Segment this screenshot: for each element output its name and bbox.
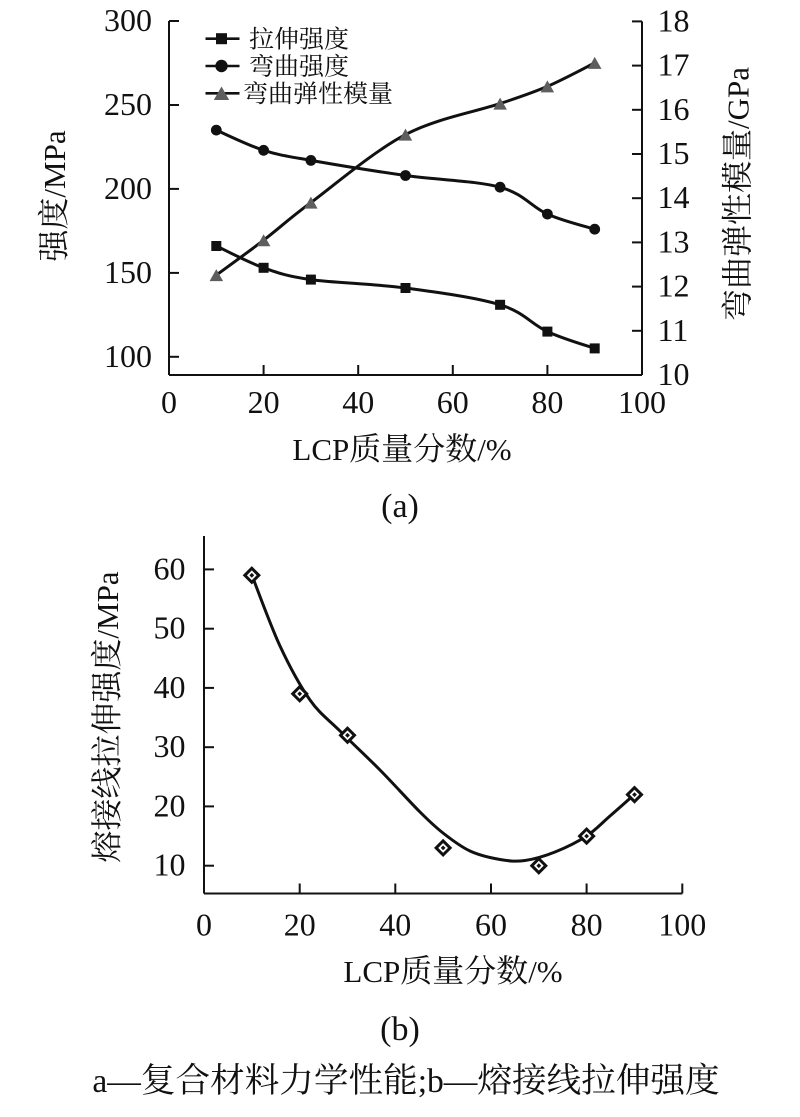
svg-text:300: 300 (104, 2, 152, 38)
svg-text:10: 10 (154, 847, 186, 883)
svg-text:(b): (b) (380, 1011, 420, 1048)
svg-text:11: 11 (658, 312, 689, 348)
svg-text:20: 20 (154, 787, 186, 823)
svg-text:250: 250 (104, 86, 152, 122)
svg-text:/GPa: /GPa (721, 67, 756, 129)
svg-text:15: 15 (658, 135, 690, 171)
svg-text:80: 80 (571, 907, 603, 943)
svg-text:12: 12 (658, 268, 690, 304)
svg-text:60: 60 (154, 550, 186, 586)
svg-text:20: 20 (248, 384, 280, 420)
svg-text:—: — (106, 1063, 141, 1100)
svg-text:0: 0 (161, 384, 177, 420)
svg-text:LCP: LCP (292, 432, 349, 467)
svg-text:;: ; (418, 1063, 427, 1100)
svg-text:a: a (92, 1063, 107, 1100)
svg-text:10: 10 (658, 356, 690, 392)
svg-text:100: 100 (618, 384, 666, 420)
svg-text:/MPa: /MPa (37, 130, 72, 197)
svg-text:/%: /% (528, 954, 562, 989)
svg-text:13: 13 (658, 223, 690, 259)
svg-text:40: 40 (342, 384, 374, 420)
svg-text:LCP: LCP (343, 954, 400, 989)
svg-text:60: 60 (475, 907, 507, 943)
svg-text:20: 20 (284, 907, 316, 943)
svg-text:—: — (443, 1063, 478, 1100)
svg-text:40: 40 (379, 907, 411, 943)
svg-text:80: 80 (531, 384, 563, 420)
svg-text:b: b (427, 1063, 444, 1100)
svg-text:14: 14 (658, 179, 690, 215)
svg-text:/%: /% (477, 432, 511, 467)
svg-text:16: 16 (658, 91, 690, 127)
svg-text:200: 200 (104, 170, 152, 206)
svg-text:18: 18 (658, 2, 690, 38)
svg-text:(a): (a) (381, 488, 419, 525)
svg-text:50: 50 (154, 610, 186, 646)
svg-text:0: 0 (196, 907, 212, 943)
svg-text:17: 17 (658, 47, 690, 83)
svg-text:60: 60 (437, 384, 469, 420)
svg-text:40: 40 (154, 669, 186, 705)
svg-text:150: 150 (104, 254, 152, 290)
svg-text:100: 100 (658, 907, 706, 943)
svg-text:100: 100 (104, 338, 152, 374)
svg-text:30: 30 (154, 728, 186, 764)
svg-text:/MPa: /MPa (90, 571, 125, 638)
